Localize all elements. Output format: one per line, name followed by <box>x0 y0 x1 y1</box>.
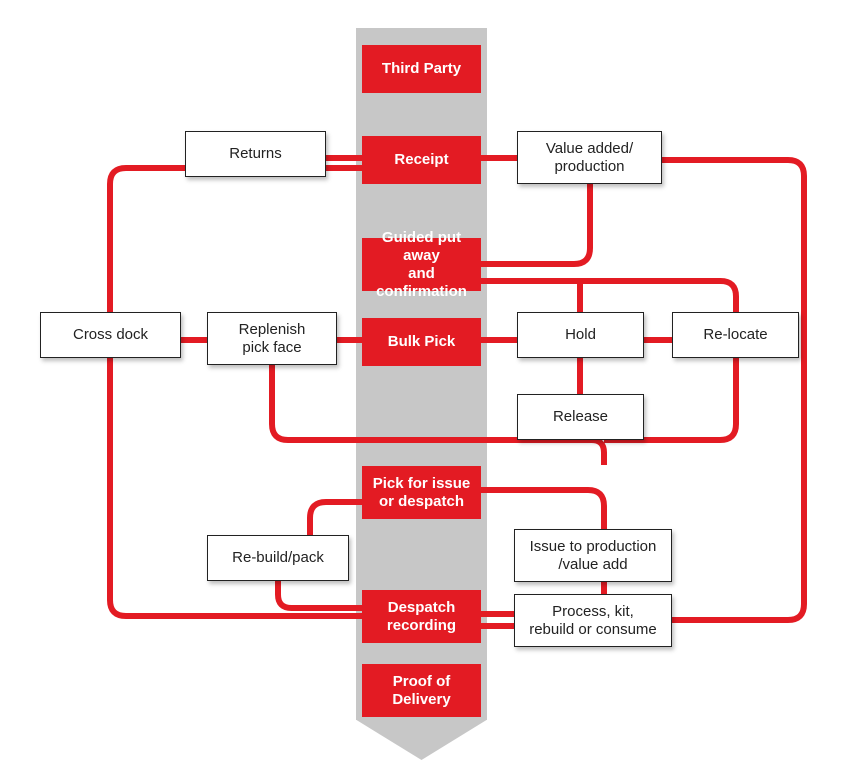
connector-rebuild-left-loop <box>278 581 362 608</box>
node-proof-delivery: Proof of Delivery <box>362 664 481 717</box>
node-label-proof-delivery: Proof of Delivery <box>392 673 450 709</box>
node-label-issue-prod: Issue to production /value add <box>530 538 657 574</box>
node-bulk-pick: Bulk Pick <box>362 318 481 366</box>
node-label-bulk-pick: Bulk Pick <box>388 333 456 351</box>
node-label-relocate: Re-locate <box>703 326 767 344</box>
node-label-pick-issue: Pick for issue or despatch <box>373 475 471 511</box>
node-label-rebuild-pack: Re-build/pack <box>232 549 324 567</box>
connector-processkit-to-receipt <box>662 160 804 620</box>
connectors-layer <box>0 0 843 768</box>
node-release: Release <box>517 394 644 440</box>
connector-pick-to-issueprod <box>481 490 604 529</box>
node-third-party: Third Party <box>362 45 481 93</box>
node-label-process-kit: Process, kit, rebuild or consume <box>529 603 657 639</box>
node-replenish: Replenish pick face <box>207 312 337 365</box>
node-despatch-recording: Despatch recording <box>362 590 481 643</box>
node-label-replenish: Replenish pick face <box>239 321 306 357</box>
node-label-value-added: Value added/ production <box>546 140 633 176</box>
node-process-kit: Process, kit, rebuild or consume <box>514 594 672 647</box>
node-hold: Hold <box>517 312 644 358</box>
node-label-release: Release <box>553 408 608 426</box>
flowchart-stage: Third Party Receipt Returns Value added/ pr… <box>0 0 843 768</box>
node-relocate: Re-locate <box>672 312 799 358</box>
node-label-cross-dock: Cross dock <box>73 326 148 344</box>
node-value-added: Value added/ production <box>517 131 662 184</box>
node-label-returns: Returns <box>229 145 282 163</box>
node-label-receipt: Receipt <box>394 151 448 169</box>
center-column-arrowhead <box>357 720 487 760</box>
node-pick-issue: Pick for issue or despatch <box>362 466 481 519</box>
connector-valueadded-to-putaway <box>481 184 590 264</box>
node-cross-dock: Cross dock <box>40 312 181 358</box>
node-issue-prod: Issue to production /value add <box>514 529 672 582</box>
node-label-despatch-recording: Despatch recording <box>387 599 456 635</box>
node-returns: Returns <box>185 131 326 177</box>
connector-outer-left-receipt-despatch <box>110 168 362 312</box>
node-rebuild-pack: Re-build/pack <box>207 535 349 581</box>
node-label-hold: Hold <box>565 326 596 344</box>
node-guided-put-away: Guided put away and confirmation <box>362 238 481 291</box>
node-label-third-party: Third Party <box>382 60 461 78</box>
connector-tee-putaway-to-relocate <box>481 281 736 312</box>
node-label-guided-put-away: Guided put away and confirmation <box>368 229 475 301</box>
node-receipt: Receipt <box>362 136 481 184</box>
